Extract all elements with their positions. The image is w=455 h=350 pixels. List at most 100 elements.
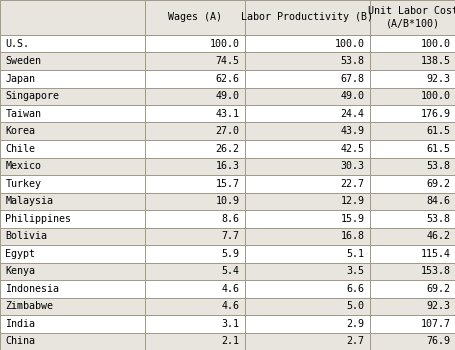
Bar (369, 140, 455, 158)
Bar (244, 105, 369, 122)
Text: Unit Labor Cost
(A/B*100): Unit Labor Cost (A/B*100) (367, 6, 455, 29)
Bar (145, 70, 244, 88)
Bar (369, 52, 455, 70)
Text: Labor Productivity (B): Labor Productivity (B) (241, 13, 373, 22)
Bar (0, 262, 145, 280)
Text: 42.5: 42.5 (340, 144, 364, 154)
Bar (244, 88, 369, 105)
Text: Malaysia: Malaysia (5, 196, 53, 206)
Bar (0, 315, 145, 332)
Text: 49.0: 49.0 (340, 91, 364, 101)
Bar (244, 315, 369, 332)
Text: 5.4: 5.4 (221, 266, 239, 276)
Bar (244, 140, 369, 158)
Bar (0, 332, 145, 350)
Text: Singapore: Singapore (5, 91, 59, 101)
Text: 115.4: 115.4 (420, 249, 450, 259)
Text: 153.8: 153.8 (420, 266, 450, 276)
Bar (244, 175, 369, 192)
Bar (244, 158, 369, 175)
Text: India: India (5, 319, 35, 329)
Bar (244, 70, 369, 88)
Text: 69.2: 69.2 (425, 179, 450, 189)
Bar (244, 280, 369, 298)
Text: 5.1: 5.1 (346, 249, 364, 259)
Bar (0, 228, 145, 245)
Text: 53.8: 53.8 (340, 56, 364, 66)
Text: 49.0: 49.0 (215, 91, 239, 101)
Text: 84.6: 84.6 (425, 196, 450, 206)
Bar (369, 122, 455, 140)
Text: 4.6: 4.6 (221, 301, 239, 311)
Bar (145, 88, 244, 105)
Text: 6.6: 6.6 (346, 284, 364, 294)
Text: 16.3: 16.3 (215, 161, 239, 171)
Text: 8.6: 8.6 (221, 214, 239, 224)
Bar (0, 245, 145, 262)
Text: 2.1: 2.1 (221, 336, 239, 346)
Bar (369, 245, 455, 262)
Bar (369, 0, 455, 35)
Text: 4.6: 4.6 (221, 284, 239, 294)
Text: Sweden: Sweden (5, 56, 41, 66)
Bar (145, 122, 244, 140)
Text: 15.9: 15.9 (340, 214, 364, 224)
Bar (369, 175, 455, 192)
Text: 53.8: 53.8 (425, 214, 450, 224)
Text: 92.3: 92.3 (425, 74, 450, 84)
Text: 76.9: 76.9 (425, 336, 450, 346)
Text: 12.9: 12.9 (340, 196, 364, 206)
Bar (0, 35, 145, 52)
Text: 74.5: 74.5 (215, 56, 239, 66)
Text: Korea: Korea (5, 126, 35, 136)
Text: 15.7: 15.7 (215, 179, 239, 189)
Text: Wages (A): Wages (A) (167, 13, 222, 22)
Bar (145, 245, 244, 262)
Text: 43.1: 43.1 (215, 109, 239, 119)
Text: Mexico: Mexico (5, 161, 41, 171)
Bar (244, 52, 369, 70)
Bar (369, 228, 455, 245)
Bar (145, 105, 244, 122)
Text: Turkey: Turkey (5, 179, 41, 189)
Bar (0, 175, 145, 192)
Bar (145, 332, 244, 350)
Bar (0, 298, 145, 315)
Text: Egypt: Egypt (5, 249, 35, 259)
Text: China: China (5, 336, 35, 346)
Bar (0, 105, 145, 122)
Bar (0, 52, 145, 70)
Text: Taiwan: Taiwan (5, 109, 41, 119)
Bar (145, 175, 244, 192)
Text: 5.9: 5.9 (221, 249, 239, 259)
Bar (145, 280, 244, 298)
Bar (369, 210, 455, 228)
Bar (145, 52, 244, 70)
Text: 61.5: 61.5 (425, 144, 450, 154)
Text: 26.2: 26.2 (215, 144, 239, 154)
Bar (244, 0, 369, 35)
Bar (0, 70, 145, 88)
Bar (145, 315, 244, 332)
Bar (244, 122, 369, 140)
Bar (369, 280, 455, 298)
Text: 30.3: 30.3 (340, 161, 364, 171)
Text: Indonesia: Indonesia (5, 284, 59, 294)
Bar (0, 158, 145, 175)
Bar (244, 193, 369, 210)
Text: Chile: Chile (5, 144, 35, 154)
Text: 100.0: 100.0 (420, 91, 450, 101)
Text: 92.3: 92.3 (425, 301, 450, 311)
Bar (369, 298, 455, 315)
Bar (244, 262, 369, 280)
Bar (145, 193, 244, 210)
Bar (0, 0, 145, 35)
Text: 100.0: 100.0 (334, 39, 364, 49)
Text: 100.0: 100.0 (420, 39, 450, 49)
Bar (369, 88, 455, 105)
Text: 10.9: 10.9 (215, 196, 239, 206)
Bar (145, 35, 244, 52)
Bar (0, 193, 145, 210)
Bar (244, 332, 369, 350)
Text: Japan: Japan (5, 74, 35, 84)
